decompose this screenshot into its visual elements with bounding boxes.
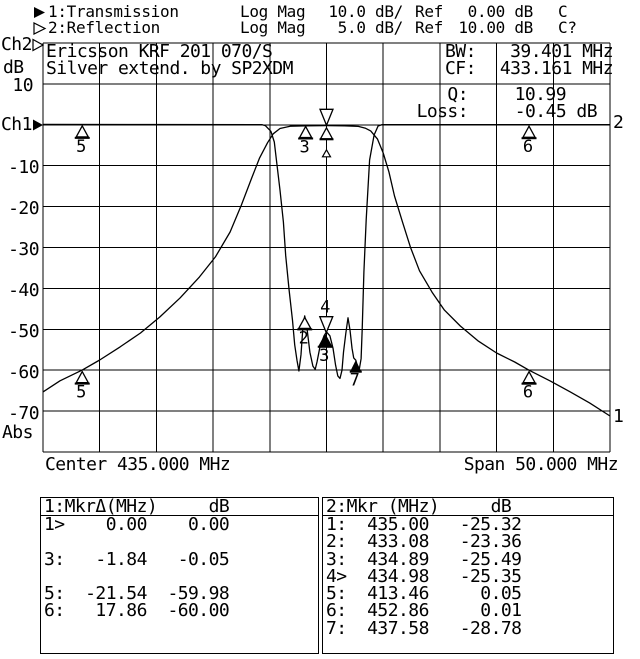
marker-table-row: 5: -21.54 -59.98	[44, 583, 230, 605]
trace1-end-number: 1	[613, 406, 624, 427]
marker-table-row: 5: 413.46 0.05	[326, 583, 522, 605]
trace-transmission	[42, 124, 611, 417]
trace2-open-right-triangle-icon	[33, 22, 47, 35]
marker-3-symbol	[298, 125, 313, 139]
marker-4-active-symbol	[318, 316, 334, 335]
marker-table-row	[41, 533, 318, 550]
q-value: 10.99	[514, 84, 567, 105]
ytick-m20: -20	[8, 198, 39, 219]
bw-label: BW:	[445, 41, 476, 62]
bw-value: 39.401 MHz	[510, 41, 613, 62]
marker-table-row: 2: 433.08 -23.36	[326, 531, 522, 553]
trace1-format: Log Mag	[240, 2, 306, 21]
trace1-ref-value: 0.00 dB	[467, 2, 534, 21]
marker-table-header: 2:Mkr (MHz) dB	[323, 498, 613, 516]
marker-table-row: 1: 435.00 -25.32	[326, 514, 522, 535]
annotation-line2: Silver extend. by SP2XDM	[46, 58, 293, 79]
marker-5-label: 5	[76, 383, 86, 403]
trace2-ref-value: 10.00 dB	[458, 18, 533, 37]
ytick-m60: -60	[8, 362, 39, 383]
measurement-plot: 5 3 6 24 3 7 5 6	[32, 7, 611, 453]
marker-table-ch2: 2:Mkr (MHz) dB 1: 435.00 -25.32 2: 433.08 …	[322, 497, 614, 654]
cf-value: 433.161 MHz	[499, 58, 614, 79]
marker-table-row: 6: 452.86 0.01	[326, 600, 522, 622]
ytick-plus10: 10	[12, 75, 33, 96]
loss-label: Loss:	[416, 101, 469, 122]
trace1-filled-right-triangle-icon	[34, 7, 45, 18]
marker-table-row: 3: -1.84 -0.05	[44, 548, 230, 570]
ytick-m10: -10	[8, 157, 39, 178]
ytick-m40: -40	[8, 280, 39, 301]
trace1-cal-status: C	[558, 2, 568, 21]
trace2-ref-word: Ref	[415, 18, 443, 37]
marker-1-position-symbol	[319, 126, 334, 140]
annotation-line1: Ericsson KRF 201 070/S	[46, 41, 273, 62]
trace2-format: Log Mag	[240, 18, 306, 37]
marker-table-row: 6: 17.86 -60.00	[44, 600, 230, 622]
trace2-label: 2:Reflection	[48, 18, 160, 37]
marker-5-symbol	[75, 124, 90, 138]
trace2-end-number: 2	[613, 112, 624, 133]
abs-scale-label: Abs	[2, 422, 33, 443]
ch1-axis-label: Ch1	[1, 114, 32, 135]
cf-label: CF:	[445, 58, 476, 79]
marker-table-row	[41, 620, 318, 637]
ch2-ref-open-right-triangle-icon	[32, 38, 45, 52]
q-label: Q:	[447, 84, 468, 105]
ch2-axis-label: Ch2	[1, 34, 32, 55]
marker-3-label: 3	[319, 346, 329, 366]
trace1-label: 1:Transmission	[48, 2, 179, 21]
marker-7-label: 7	[350, 371, 360, 391]
trace2-scale: 5.0 dB/	[337, 18, 404, 37]
marker-3-label: 3	[300, 138, 310, 158]
marker-6-symbol	[521, 370, 537, 384]
marker-2-label: 2	[299, 328, 309, 348]
marker-table-header: 1:MkrΔ(MHz) dB	[41, 498, 318, 516]
marker-table-ch1: 1:MkrΔ(MHz) dB 1> 0.00 0.00 3: -1.84 -0.0…	[40, 497, 319, 654]
loss-value: -0.45 dB	[514, 101, 598, 122]
marker-2-symbol	[297, 316, 312, 330]
marker-5-symbol	[75, 370, 90, 384]
marker-4-label: 4	[320, 298, 330, 318]
ch1-ref-filled-right-triangle-icon	[33, 119, 43, 131]
marker-5-label: 5	[76, 137, 86, 157]
trace1-scale: 10.0 dB/	[328, 2, 403, 21]
marker-table-row: 4> 434.98 -25.35	[326, 565, 522, 587]
marker-1-active-symbol	[319, 108, 334, 128]
ytick-m50: -50	[8, 321, 39, 342]
span-label: Span 50.000 MHz	[463, 454, 619, 475]
marker-6-label: 6	[523, 383, 533, 403]
marker-6-symbol	[521, 124, 537, 138]
db-unit-label: dB	[3, 57, 24, 78]
marker-table-row: 3: 434.89 -25.49	[326, 548, 522, 570]
marker-table-row: 1> 0.00 0.00	[44, 514, 230, 535]
ytick-m30: -30	[8, 239, 39, 260]
marker-1-delta-ref-symbol	[321, 148, 332, 158]
center-frequency-label: Center 435.000 MHz	[45, 454, 231, 475]
trace2-cal-status: C?	[558, 18, 577, 37]
ytick-m70: -70	[8, 403, 39, 424]
marker-6-label: 6	[523, 137, 533, 157]
marker-table-row: 7: 437.58 -28.78	[326, 617, 522, 639]
marker-7-symbol	[350, 360, 362, 372]
trace1-ref-word: Ref	[415, 2, 443, 21]
